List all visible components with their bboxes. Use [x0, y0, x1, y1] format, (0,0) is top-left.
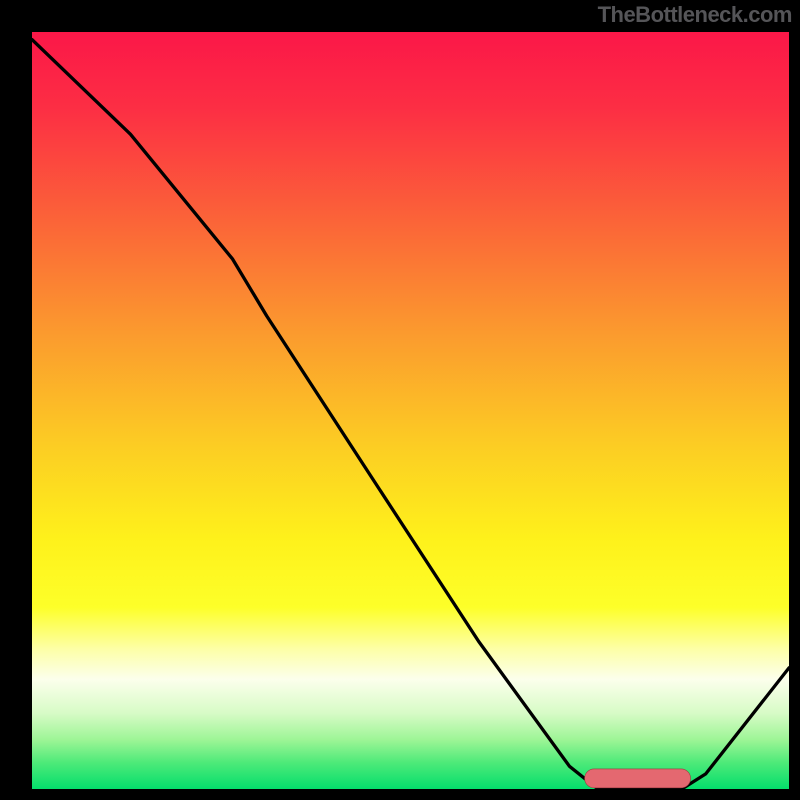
chart-svg [32, 32, 789, 789]
chart-frame: TheBottleneck.com [0, 0, 800, 800]
gradient-bg [32, 32, 789, 789]
plot-area [32, 32, 789, 789]
watermark-label: TheBottleneck.com [598, 2, 792, 28]
highlight-marker [585, 769, 691, 788]
